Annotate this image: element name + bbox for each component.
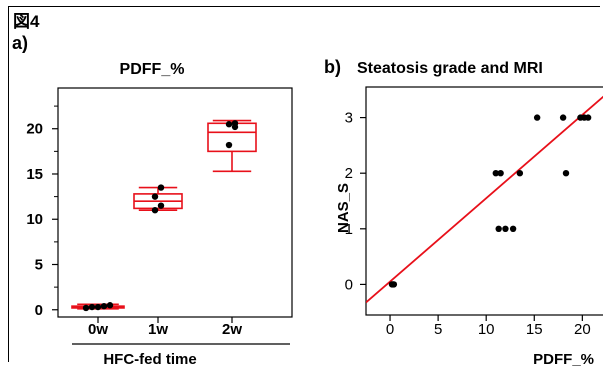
panel-b-ylabel: NAS_S [335, 183, 352, 233]
panel-b-point [495, 225, 502, 233]
panel-b-point [559, 114, 567, 121]
panel-b-xtick-label-1: 5 [434, 321, 442, 338]
panel-a-xlabel: HFC-fed time [103, 351, 196, 366]
panel-b-ytick-label-3: 3 [345, 110, 353, 127]
panel-a-point [157, 202, 165, 209]
panel-b-label: b) [324, 57, 341, 77]
panel-b-point [516, 169, 524, 177]
panel-a-point [106, 302, 114, 309]
panel-b-xtick-label-2: 10 [478, 321, 495, 338]
panel-a-box-0w [71, 302, 125, 312]
panel-a-ytick-label-1: 5 [35, 257, 43, 274]
panel-a: a) PDFF_% HFC-fed time 0 5 10 15 20 0w 1w 2w [12, 33, 293, 366]
panel-b-point [562, 169, 570, 177]
figure-label: 図4 [13, 12, 40, 31]
panel-b-title: Steatosis grade and MRI [357, 60, 543, 77]
panel-b-point [492, 169, 500, 177]
panel-b-xtick-label-0: 0 [386, 321, 394, 338]
figure-frame [8, 6, 600, 362]
panel-b-xtick-label-3: 15 [526, 321, 543, 338]
panel-a-ytick-label-3: 15 [26, 166, 43, 183]
panel-a-xtick-label-1: 1w [148, 321, 168, 338]
panel-a-box-2w [207, 119, 257, 173]
panel-b-ytick-label-2: 2 [345, 165, 353, 182]
panel-b-plot-frame [365, 86, 603, 316]
panel-a-title: PDFF_% [120, 61, 185, 78]
panel-b-point [502, 225, 509, 233]
panel-a-point [225, 141, 233, 149]
panel-a-point [225, 121, 233, 128]
panel-a-box-1w [133, 184, 183, 214]
panel-a-point [157, 184, 165, 191]
panel-b-point [390, 281, 398, 288]
panel-a-point [82, 304, 90, 312]
panel-a-ytick-label-2: 10 [26, 211, 43, 228]
panel-b-xlabel: PDFF_% [533, 351, 594, 366]
panel-a-xtick-label-2: 2w [222, 321, 242, 338]
panel-a-label: a) [12, 33, 28, 53]
panel-b: b) Steatosis grade and MRI NAS_S PDFF_% … [324, 57, 603, 366]
panel-b-ytick-label-1: 1 [345, 221, 353, 238]
panel-a-point [151, 193, 159, 200]
panel-b-point [509, 225, 517, 233]
panel-a-ytick-label-4: 20 [26, 121, 43, 138]
panel-a-point [94, 303, 102, 311]
panel-b-point [497, 169, 504, 177]
panel-a-plot-frame [57, 87, 293, 318]
panel-b-fit-line [366, 95, 603, 304]
panel-b-ytick-label-0: 0 [345, 276, 353, 293]
panel-a-point [88, 303, 96, 311]
panel-a-point [100, 302, 108, 310]
panel-b-xtick-label-4: 20 [574, 321, 591, 338]
panel-a-point [231, 120, 239, 127]
panel-a-point [151, 206, 159, 214]
panel-b-point [533, 114, 541, 121]
panel-a-ytick-label-0: 0 [35, 302, 43, 319]
panel-b-point [584, 114, 592, 121]
panel-a-xtick-label-0: 0w [88, 321, 108, 338]
